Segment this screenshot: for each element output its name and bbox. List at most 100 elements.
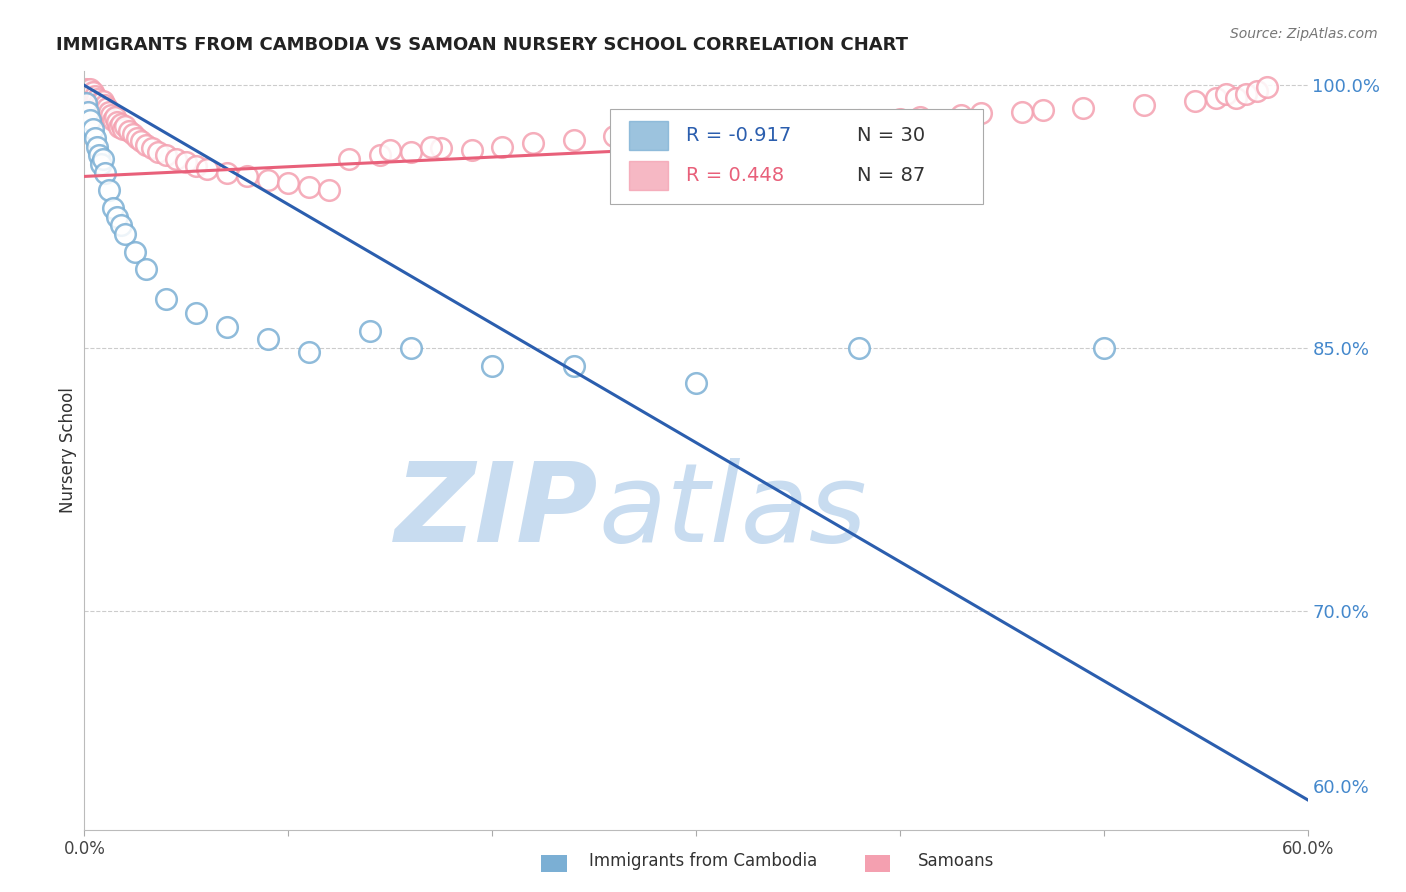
Point bbox=[828, 115, 851, 129]
Point bbox=[1092, 341, 1115, 355]
Point bbox=[970, 106, 993, 120]
Point bbox=[83, 104, 105, 119]
Bar bbox=[628, 121, 668, 150]
Point bbox=[380, 143, 402, 157]
Point bbox=[186, 159, 208, 173]
Point bbox=[77, 95, 100, 110]
Point bbox=[100, 108, 122, 122]
Point bbox=[1246, 84, 1268, 98]
Point bbox=[848, 113, 870, 128]
Point bbox=[79, 113, 101, 128]
Text: ZIP: ZIP bbox=[395, 458, 598, 565]
Point bbox=[685, 376, 707, 390]
Point bbox=[87, 95, 110, 110]
Point bbox=[90, 157, 112, 171]
Point bbox=[430, 141, 453, 155]
Point bbox=[83, 88, 105, 103]
Point bbox=[127, 131, 149, 145]
Text: N = 87: N = 87 bbox=[858, 166, 925, 185]
Point bbox=[93, 166, 115, 180]
Point bbox=[101, 201, 124, 215]
Point bbox=[114, 119, 136, 133]
Point bbox=[104, 110, 127, 124]
Point bbox=[124, 244, 146, 259]
Point bbox=[82, 86, 104, 100]
Point bbox=[79, 99, 101, 113]
Point bbox=[75, 95, 97, 110]
Point bbox=[481, 359, 503, 373]
Point bbox=[86, 101, 108, 115]
Point bbox=[105, 210, 128, 224]
Point bbox=[1133, 97, 1156, 112]
Point bbox=[766, 119, 789, 133]
Point bbox=[82, 122, 104, 136]
Point bbox=[90, 99, 112, 113]
Point bbox=[122, 128, 145, 142]
Point bbox=[217, 166, 239, 180]
Point bbox=[217, 320, 239, 334]
Point bbox=[359, 324, 381, 338]
Point bbox=[79, 88, 101, 103]
Point bbox=[87, 104, 110, 119]
Point bbox=[155, 148, 177, 162]
Point bbox=[93, 106, 115, 120]
Point bbox=[848, 341, 870, 355]
Point bbox=[86, 139, 108, 153]
Point bbox=[420, 139, 443, 153]
Point bbox=[910, 110, 932, 124]
Point bbox=[105, 115, 128, 129]
Point bbox=[75, 92, 97, 106]
Point bbox=[1073, 101, 1095, 115]
Point bbox=[1225, 90, 1247, 104]
Point bbox=[461, 143, 484, 157]
Text: R = -0.917: R = -0.917 bbox=[686, 127, 792, 145]
Point bbox=[93, 97, 115, 112]
Point bbox=[155, 292, 177, 306]
Point bbox=[118, 124, 141, 138]
Point bbox=[82, 103, 104, 117]
Point bbox=[368, 148, 391, 162]
Bar bbox=[628, 161, 668, 190]
Point bbox=[75, 87, 97, 102]
Point bbox=[114, 227, 136, 242]
Point bbox=[644, 126, 666, 140]
Point bbox=[108, 120, 131, 135]
Point bbox=[339, 152, 361, 166]
Point bbox=[131, 135, 153, 149]
Point bbox=[77, 104, 100, 119]
Point bbox=[96, 101, 118, 115]
Point bbox=[97, 183, 120, 197]
Point bbox=[318, 183, 340, 197]
Point bbox=[491, 139, 513, 153]
Point bbox=[257, 173, 280, 187]
Point bbox=[706, 122, 728, 136]
Point bbox=[77, 104, 100, 119]
Point bbox=[86, 92, 108, 106]
Point bbox=[1184, 94, 1206, 108]
Point bbox=[195, 162, 218, 177]
Point bbox=[146, 145, 169, 159]
Point bbox=[1215, 87, 1237, 102]
Point bbox=[1236, 87, 1258, 102]
Point bbox=[135, 137, 157, 152]
FancyBboxPatch shape bbox=[610, 110, 983, 204]
Point bbox=[562, 133, 585, 147]
Point bbox=[83, 131, 105, 145]
Point bbox=[77, 86, 100, 100]
Point bbox=[186, 306, 208, 320]
Text: Samoans: Samoans bbox=[918, 852, 994, 870]
Point bbox=[522, 136, 544, 150]
Point bbox=[277, 177, 299, 191]
Point bbox=[298, 344, 321, 359]
Point bbox=[141, 141, 163, 155]
Point bbox=[399, 341, 422, 355]
Point bbox=[562, 359, 585, 373]
Point bbox=[110, 117, 132, 131]
Point bbox=[90, 108, 112, 122]
Point bbox=[97, 104, 120, 119]
Point bbox=[236, 169, 259, 184]
Text: N = 30: N = 30 bbox=[858, 127, 925, 145]
Point bbox=[112, 122, 135, 136]
Point bbox=[1256, 80, 1278, 95]
Point bbox=[110, 219, 132, 233]
